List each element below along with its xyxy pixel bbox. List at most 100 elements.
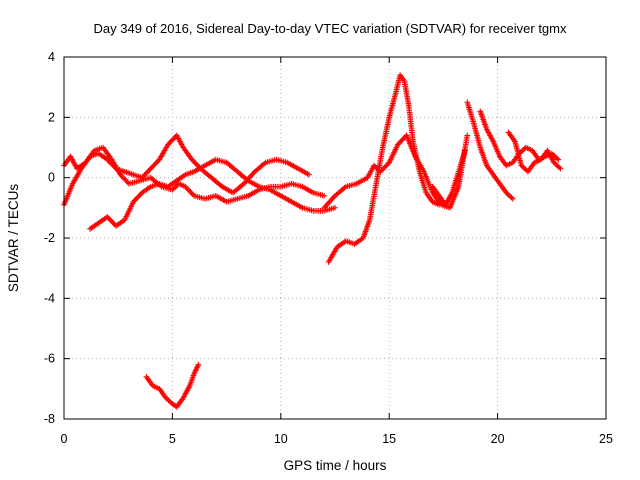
data-point — [191, 159, 198, 165]
data-point — [109, 161, 116, 168]
data-point — [462, 147, 468, 154]
x-tick-label: 25 — [599, 432, 613, 446]
data-points — [61, 72, 564, 410]
data-point — [120, 174, 126, 181]
data-point — [168, 137, 175, 144]
data-point — [397, 139, 404, 145]
data-point — [108, 160, 114, 167]
data-point — [154, 159, 160, 165]
data-point — [110, 220, 117, 227]
x-tick-label: 5 — [169, 432, 176, 446]
data-point — [306, 171, 312, 178]
data-point — [166, 140, 173, 146]
data-point — [165, 141, 171, 148]
data-point — [141, 172, 148, 178]
data-point — [383, 162, 390, 168]
data-point — [385, 161, 391, 167]
data-point — [131, 197, 138, 204]
series-arc-g — [429, 147, 468, 208]
data-point — [125, 179, 131, 186]
y-tick-label: -2 — [44, 231, 55, 245]
x-axis-label: GPS time / hours — [284, 458, 387, 473]
data-point — [464, 132, 471, 139]
data-point — [105, 215, 112, 221]
data-point — [104, 156, 111, 163]
data-point — [122, 177, 129, 183]
data-point — [151, 161, 158, 168]
data-point — [170, 136, 176, 143]
data-point — [400, 136, 406, 143]
data-point — [146, 167, 153, 173]
y-tick-label: 0 — [48, 171, 55, 185]
data-point — [378, 167, 385, 174]
data-point — [508, 194, 515, 201]
y-axis-label: SDTVAR / TECUs — [6, 184, 21, 293]
x-tick-label: 20 — [491, 432, 505, 446]
data-point — [123, 178, 130, 184]
data-point — [155, 158, 161, 164]
data-point — [167, 139, 174, 145]
y-tick-label: -6 — [44, 352, 55, 366]
data-point — [192, 160, 199, 167]
data-point — [194, 161, 200, 168]
y-tick-label: 4 — [48, 50, 55, 64]
data-point — [382, 163, 389, 170]
data-point — [117, 171, 124, 178]
data-point — [108, 217, 114, 224]
data-point — [321, 192, 327, 199]
data-point — [190, 191, 196, 198]
x-tick-label: 15 — [382, 432, 396, 446]
data-point — [139, 174, 145, 181]
data-point — [142, 170, 149, 177]
series-arc-f — [321, 132, 471, 211]
data-point — [107, 216, 113, 223]
data-point — [556, 164, 562, 171]
chart-title: Day 349 of 2016, Sidereal Day-to-day VTE… — [94, 21, 567, 36]
data-point — [377, 168, 384, 175]
data-point — [381, 164, 388, 171]
data-point — [147, 165, 154, 172]
series-arc-j — [505, 129, 564, 175]
x-tick-label: 10 — [274, 432, 288, 446]
data-point — [183, 185, 190, 191]
data-point — [185, 186, 191, 193]
series-arc-c — [87, 156, 338, 232]
y-tick-label: 2 — [48, 110, 55, 124]
data-point — [401, 135, 407, 141]
data-point — [195, 361, 202, 368]
data-point — [395, 141, 401, 148]
data-point — [509, 195, 516, 202]
data-point — [398, 137, 405, 144]
series-arc-e — [325, 72, 442, 265]
data-point — [188, 190, 195, 196]
data-point — [118, 173, 125, 179]
series-arc-d — [143, 361, 202, 410]
data-point — [380, 166, 386, 172]
data-point — [104, 214, 111, 220]
x-tick-label: 0 — [61, 432, 68, 446]
data-point — [554, 155, 560, 162]
data-point — [144, 169, 150, 176]
data-point — [134, 195, 140, 201]
data-point — [130, 199, 137, 205]
data-point — [150, 163, 156, 169]
data-point — [135, 193, 142, 200]
series-arc-b — [61, 132, 312, 208]
data-point — [396, 140, 402, 146]
series-arc-h — [464, 99, 516, 202]
data-point — [186, 187, 192, 194]
data-point — [133, 196, 139, 203]
data-point — [140, 173, 147, 180]
data-point — [187, 189, 194, 195]
data-point — [145, 168, 152, 175]
data-point — [111, 164, 118, 171]
grid-lines — [64, 57, 606, 419]
data-point — [110, 163, 117, 169]
y-tick-label: -4 — [44, 291, 55, 305]
data-point — [190, 158, 196, 164]
data-point — [149, 164, 155, 171]
data-point — [105, 158, 112, 164]
y-tick-label: -8 — [44, 412, 55, 426]
